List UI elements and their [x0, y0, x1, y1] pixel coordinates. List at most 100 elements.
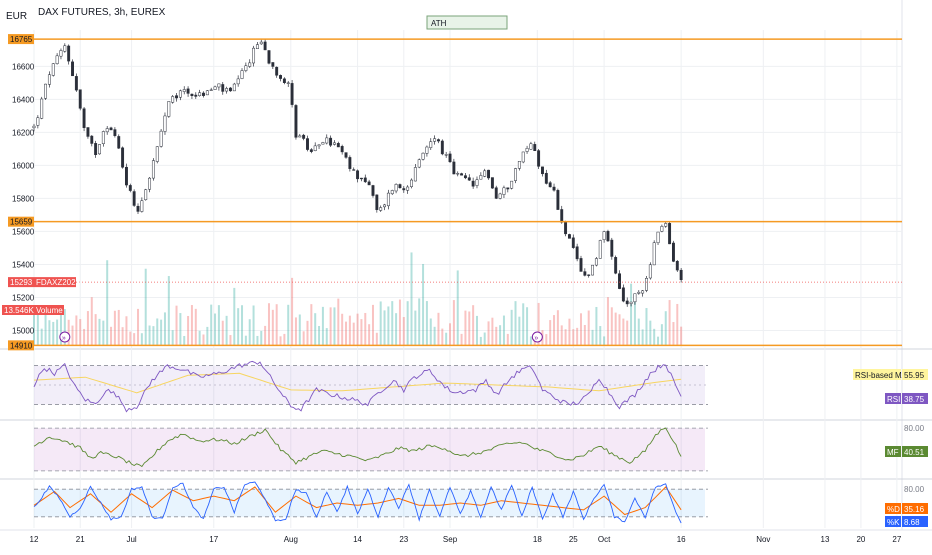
mfi-name-tag[interactable]	[885, 446, 901, 457]
candle[interactable]	[313, 145, 317, 151]
candle[interactable]	[502, 187, 506, 195]
stoch-d-value-tag[interactable]	[902, 503, 928, 514]
candle[interactable]	[148, 177, 152, 190]
candle[interactable]	[386, 192, 390, 207]
candle[interactable]	[329, 137, 333, 146]
candle[interactable]	[209, 89, 213, 91]
candle[interactable]	[533, 144, 537, 152]
candle[interactable]	[371, 185, 375, 196]
candle[interactable]	[205, 90, 209, 96]
candle[interactable]	[167, 101, 171, 117]
candle[interactable]	[383, 204, 386, 208]
candle[interactable]	[236, 78, 240, 85]
candle[interactable]	[675, 260, 679, 271]
candle[interactable]	[190, 93, 194, 97]
candle[interactable]	[452, 161, 456, 175]
candle[interactable]	[564, 221, 568, 235]
candle[interactable]	[340, 146, 344, 153]
candle[interactable]	[202, 92, 205, 96]
candle[interactable]	[402, 188, 406, 191]
candle[interactable]	[221, 84, 225, 92]
candle[interactable]	[467, 177, 471, 181]
candle[interactable]	[109, 127, 113, 131]
candle[interactable]	[348, 157, 352, 169]
mfi-line[interactable]	[33, 427, 682, 468]
candle[interactable]	[363, 177, 367, 183]
last-price-tag[interactable]	[8, 277, 34, 288]
candle[interactable]	[471, 180, 475, 187]
candle[interactable]	[255, 44, 259, 49]
candle[interactable]	[36, 117, 40, 126]
currency-label[interactable]: EUR	[6, 11, 27, 22]
candle[interactable]	[390, 190, 394, 195]
candle[interactable]	[606, 231, 610, 242]
candle[interactable]	[475, 179, 479, 186]
candle[interactable]	[90, 135, 94, 144]
candle[interactable]	[498, 193, 502, 199]
candle[interactable]	[248, 62, 252, 67]
candle[interactable]	[82, 108, 86, 128]
volume-value-tag[interactable]	[2, 305, 34, 315]
candle[interactable]	[40, 98, 44, 119]
candle[interactable]	[425, 146, 429, 154]
level-price-tag[interactable]	[8, 34, 34, 45]
stoch-d-line[interactable]	[33, 486, 682, 516]
candle[interactable]	[32, 125, 36, 129]
candle[interactable]	[660, 226, 664, 232]
stoch-k-value-tag[interactable]	[902, 516, 928, 527]
candle[interactable]	[679, 269, 683, 280]
candle[interactable]	[244, 65, 248, 71]
candle[interactable]	[552, 186, 556, 191]
candle[interactable]	[356, 170, 360, 180]
candle[interactable]	[144, 189, 148, 201]
event-marker-icon[interactable]	[59, 331, 71, 343]
candle[interactable]	[171, 96, 175, 103]
candle[interactable]	[128, 185, 132, 191]
candle[interactable]	[514, 168, 517, 181]
candle[interactable]	[336, 143, 340, 148]
candle[interactable]	[633, 293, 637, 303]
candle[interactable]	[610, 239, 614, 257]
candle[interactable]	[333, 142, 336, 145]
rsi-ma-value-tag[interactable]	[902, 369, 928, 380]
candle[interactable]	[444, 154, 448, 156]
candle[interactable]	[548, 182, 552, 188]
candle[interactable]	[294, 105, 298, 138]
candle[interactable]	[448, 153, 452, 163]
candle[interactable]	[124, 166, 128, 186]
currency-box[interactable]	[0, 5, 30, 27]
candle[interactable]	[151, 160, 155, 179]
level-price-tag[interactable]	[8, 216, 34, 227]
candle[interactable]	[594, 258, 598, 266]
rsi-ma-line[interactable]	[33, 372, 682, 394]
candle[interactable]	[175, 95, 178, 99]
candle[interactable]	[525, 148, 529, 152]
candle[interactable]	[263, 41, 267, 51]
level-price-tag[interactable]	[8, 340, 34, 351]
candle[interactable]	[575, 246, 579, 260]
candle[interactable]	[560, 209, 564, 223]
candle[interactable]	[567, 234, 571, 239]
candle[interactable]	[556, 190, 560, 210]
candle[interactable]	[621, 287, 625, 302]
candle[interactable]	[290, 83, 294, 105]
stoch-k-name-tag[interactable]	[885, 516, 901, 527]
candle[interactable]	[240, 70, 244, 79]
rsi-line[interactable]	[33, 360, 682, 413]
candle[interactable]	[302, 134, 306, 139]
candle[interactable]	[279, 75, 282, 79]
candle[interactable]	[544, 172, 548, 184]
candle[interactable]	[229, 87, 232, 92]
candle[interactable]	[344, 152, 348, 158]
candle[interactable]	[359, 177, 363, 180]
candle[interactable]	[136, 205, 140, 212]
candle[interactable]	[510, 180, 514, 189]
candle[interactable]	[629, 301, 633, 304]
candle[interactable]	[121, 147, 125, 168]
candle[interactable]	[74, 76, 78, 91]
stoch-d-name-tag[interactable]	[885, 503, 901, 514]
candle[interactable]	[117, 136, 121, 149]
symbol-tag[interactable]	[34, 277, 76, 288]
candle[interactable]	[598, 240, 602, 259]
candle[interactable]	[583, 271, 587, 276]
